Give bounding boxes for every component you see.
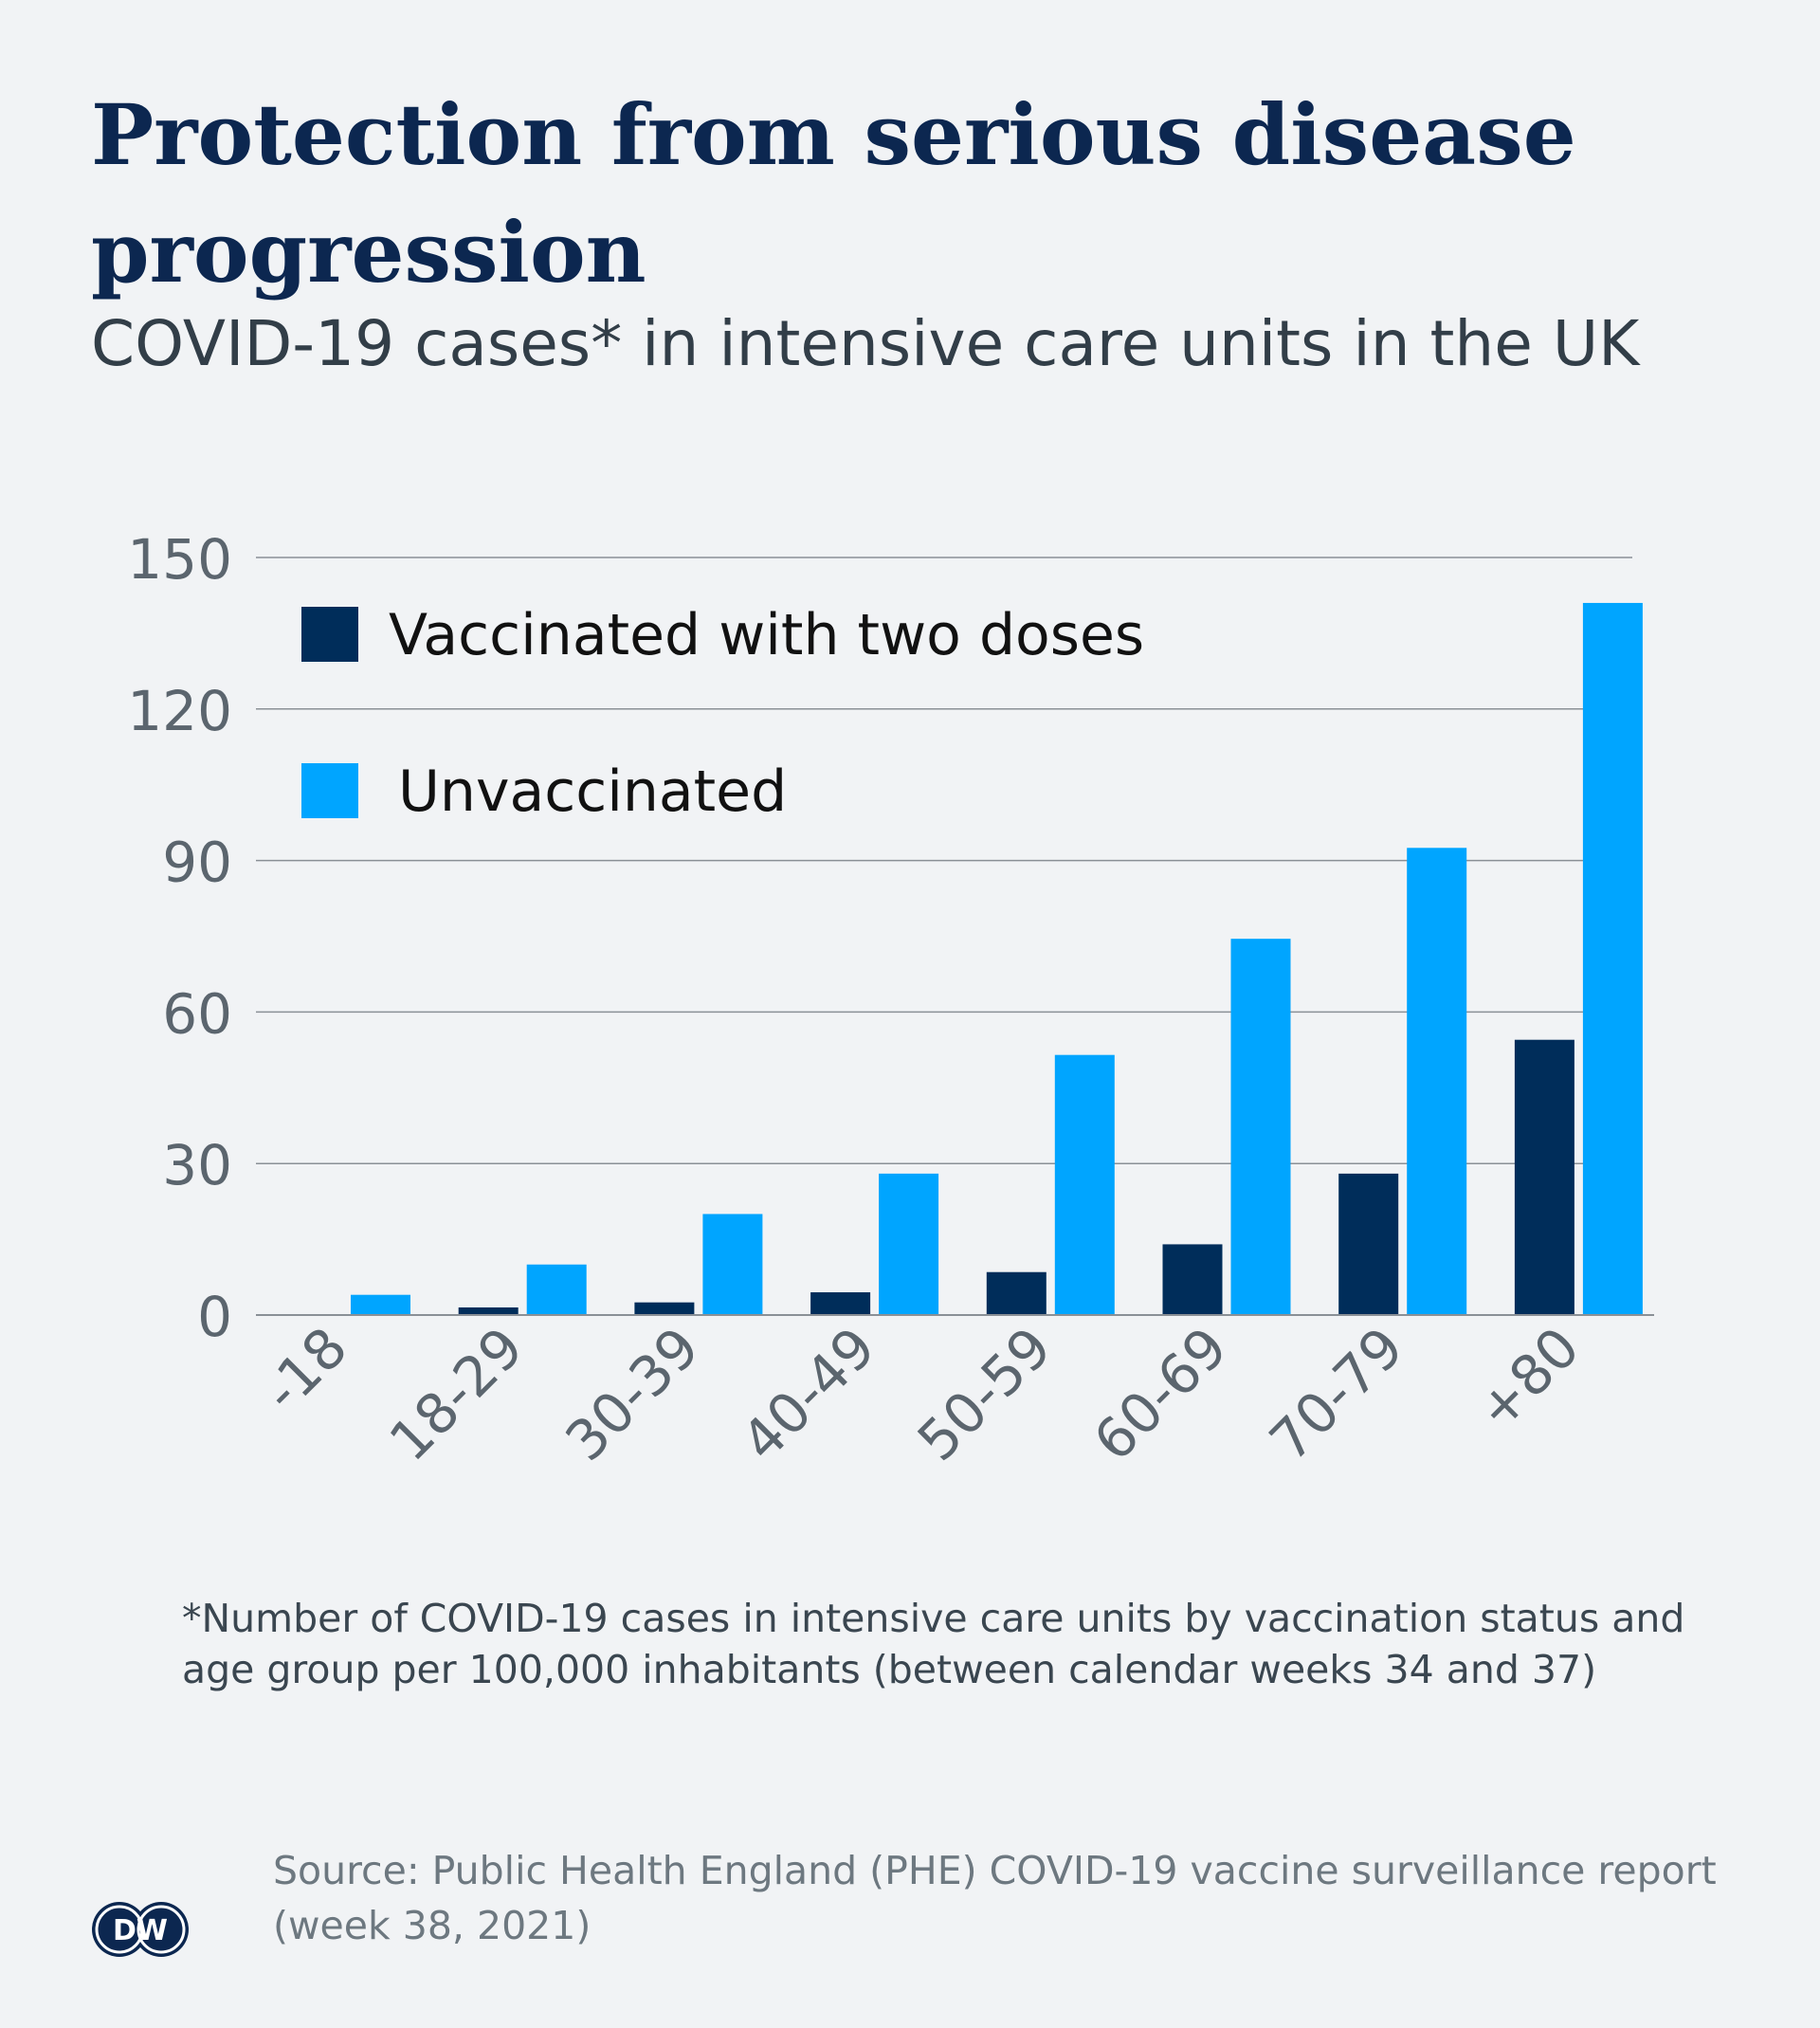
x-tick-label: 70-79 xyxy=(1257,1315,1415,1473)
bar-unvaccinated xyxy=(702,1214,763,1315)
y-tick-label: 0 xyxy=(197,1285,232,1349)
bar-unvaccinated xyxy=(526,1264,587,1315)
legend-swatch-unvaccinated xyxy=(301,763,358,818)
y-tick-label: 30 xyxy=(162,1133,232,1197)
x-tick-label: 18-29 xyxy=(377,1315,536,1473)
legend-label-vaccinated: Vaccinated with two doses xyxy=(389,602,1144,668)
x-axis-ticks: -18 18-29 30-39 40-49 50-59 60-69 70-79 +80 xyxy=(250,1315,1592,1473)
bar-unvaccinated xyxy=(351,1294,410,1315)
y-tick-label: 90 xyxy=(162,831,232,895)
bar-unvaccinated xyxy=(1582,602,1643,1315)
bar-unvaccinated xyxy=(879,1173,939,1315)
bar-vaccinated xyxy=(986,1271,1046,1315)
x-tick-label: 60-69 xyxy=(1082,1315,1240,1473)
bar-unvaccinated xyxy=(1407,848,1467,1315)
bar-vaccinated xyxy=(458,1307,519,1315)
gridlines xyxy=(256,557,1632,1164)
svg-text:DW: DW xyxy=(113,1914,168,1947)
bar-chart: 0 30 60 90 120 150 -18 18-29 30-39 40-49 50-59 60-… xyxy=(127,527,1654,1473)
legend: Vaccinated with two doses Unvaccinated xyxy=(301,602,1144,825)
bar-vaccinated xyxy=(1338,1173,1399,1315)
bar-vaccinated xyxy=(1514,1039,1574,1315)
x-tick-label: -18 xyxy=(250,1315,359,1424)
x-tick-label: 50-59 xyxy=(905,1315,1064,1473)
bar-unvaccinated xyxy=(1230,939,1291,1315)
x-tick-label: 30-39 xyxy=(554,1315,712,1473)
dw-logo-icon: DW xyxy=(92,1902,189,1957)
footnote: *Number of COVID-19 cases in intensive c… xyxy=(182,1596,1685,1692)
bars xyxy=(282,602,1643,1315)
legend-swatch-vaccinated xyxy=(301,607,358,662)
chart-title: Protection from serious disease progress… xyxy=(91,85,1576,301)
y-tick-label: 150 xyxy=(127,527,232,592)
bar-vaccinated xyxy=(1162,1244,1223,1315)
source-note: Source: Public Health England (PHE) COVI… xyxy=(273,1848,1717,1948)
x-tick-label: +80 xyxy=(1465,1315,1592,1443)
y-tick-label: 120 xyxy=(127,679,232,743)
bar-unvaccinated xyxy=(1054,1054,1115,1315)
bar-vaccinated xyxy=(810,1292,871,1315)
bar-vaccinated xyxy=(634,1302,695,1315)
x-tick-label: 40-49 xyxy=(729,1315,887,1473)
legend-label-unvaccinated: Unvaccinated xyxy=(398,758,787,825)
y-tick-label: 60 xyxy=(162,981,232,1046)
y-axis-ticks: 0 30 60 90 120 150 xyxy=(127,527,232,1349)
chart-subtitle: COVID-19 cases* in intensive care units … xyxy=(91,307,1640,380)
